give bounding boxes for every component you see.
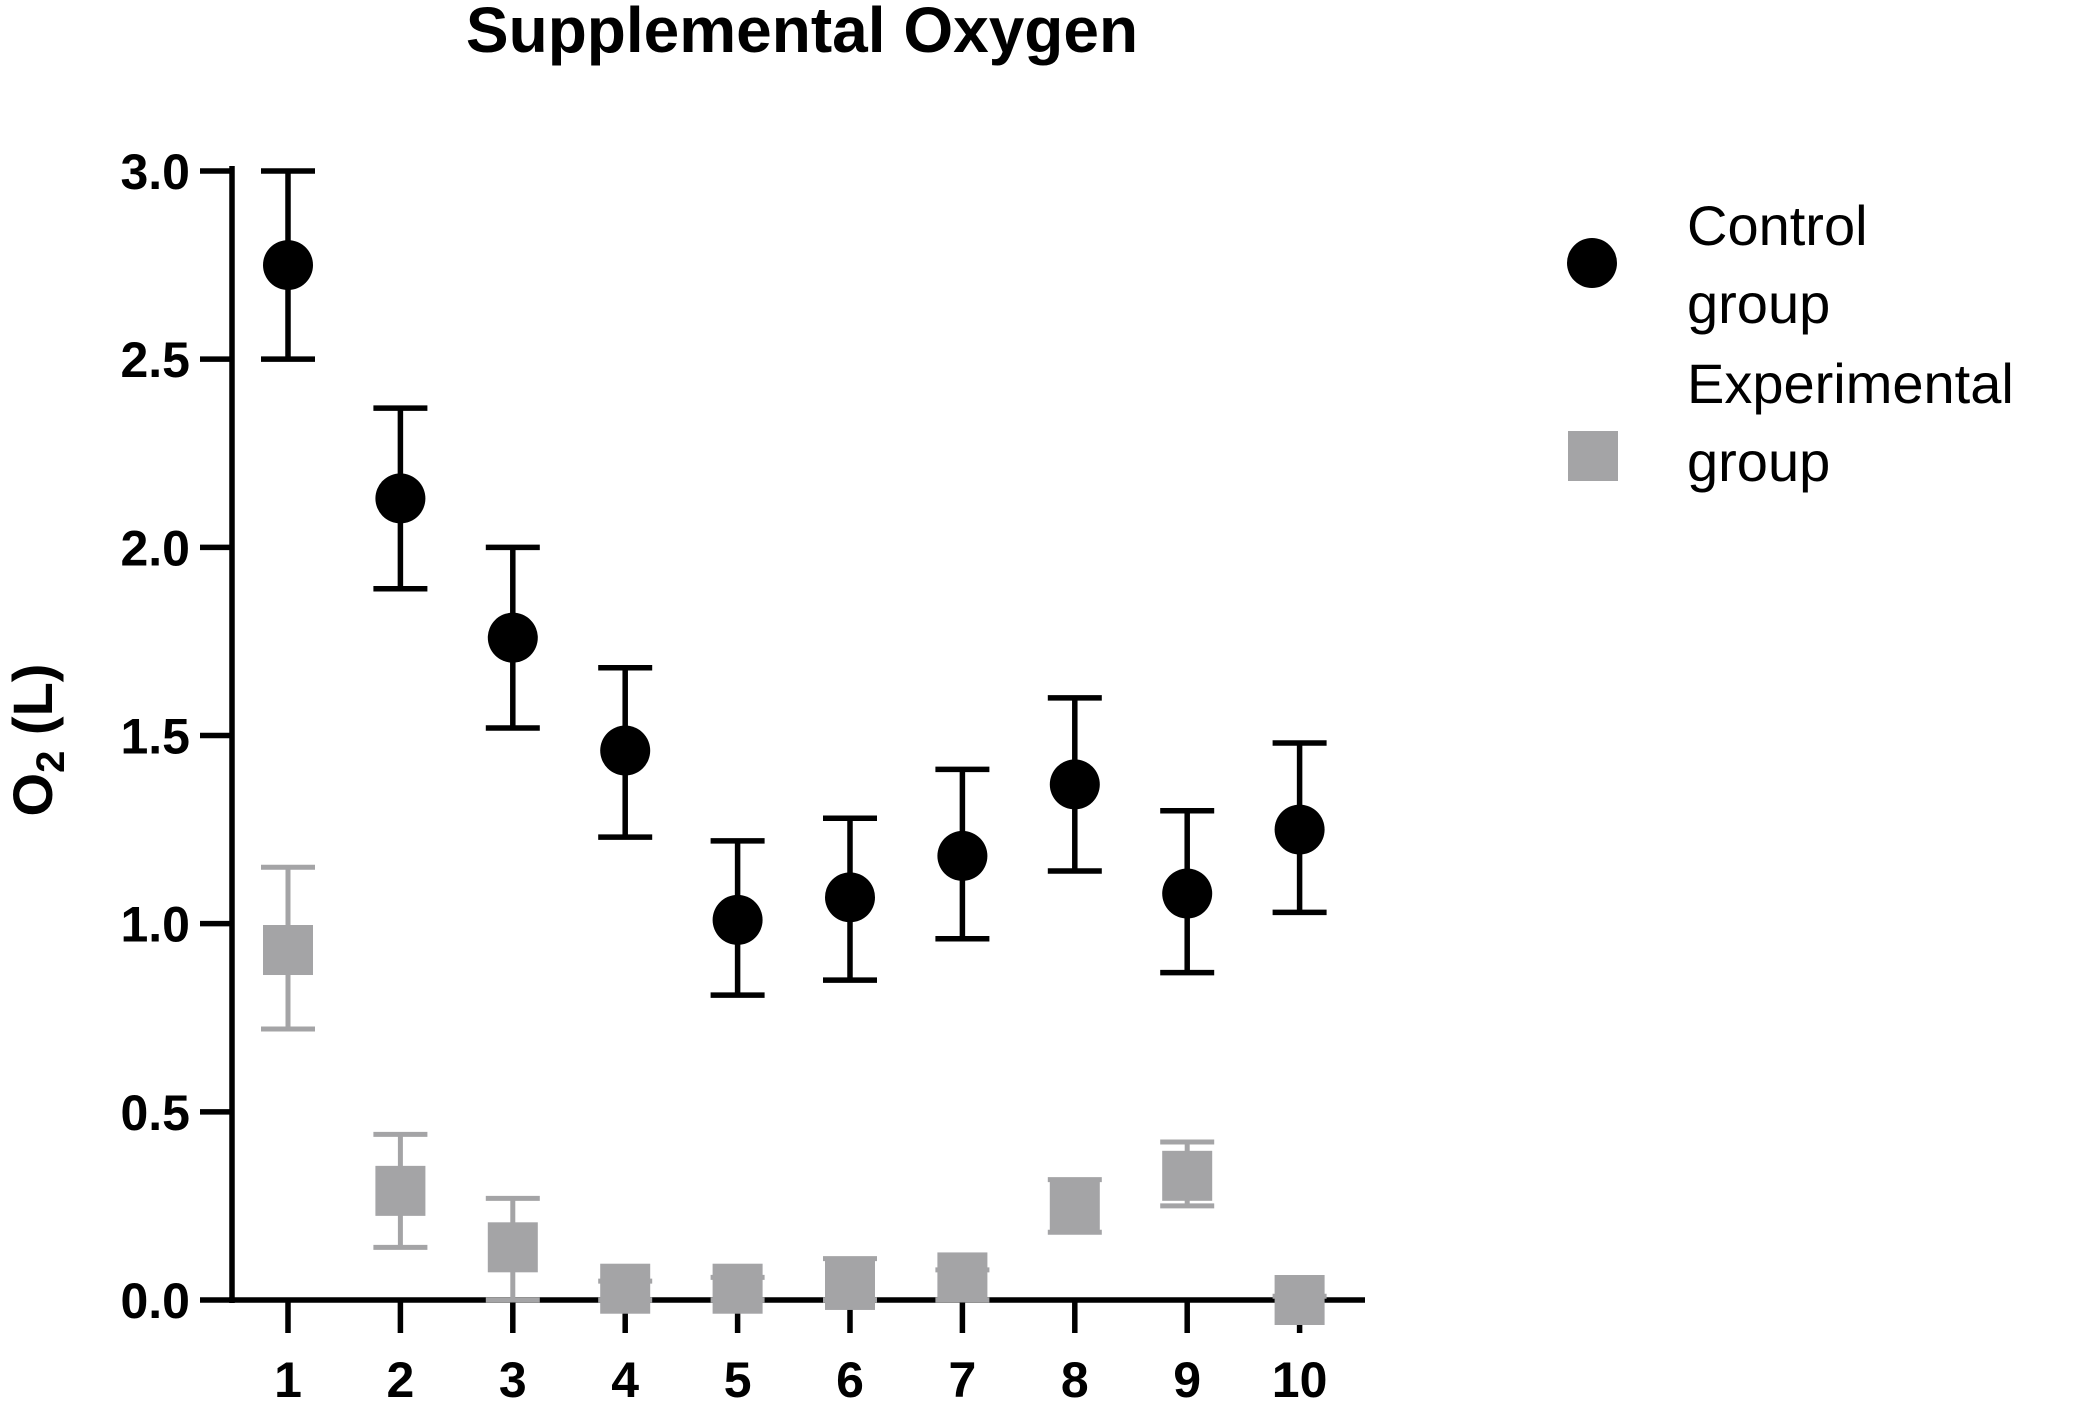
data-point xyxy=(375,1165,426,1216)
plot-area: 0.0 0.5 1.0 1.5 2.0 2.5 3.0 1 2 3 4 5 6 7 8 9 10 xyxy=(120,144,1365,1403)
data-point xyxy=(600,1263,651,1314)
series-control-group xyxy=(261,168,1327,998)
y-tick-label: 1.5 xyxy=(120,709,190,765)
data-point xyxy=(712,894,763,945)
y-tick-label: 0.5 xyxy=(120,1085,190,1141)
x-tick-label: 8 xyxy=(1061,1352,1089,1403)
data-point xyxy=(1049,1180,1100,1231)
data-point xyxy=(487,612,538,663)
x-tick-label: 9 xyxy=(1173,1352,1201,1403)
x-tick-label: 7 xyxy=(948,1352,976,1403)
legend-label-control-line2: group xyxy=(1687,272,1830,335)
data-point xyxy=(712,1263,763,1314)
y-axis-label-main: O xyxy=(1,773,64,817)
y-tick-label: 2.5 xyxy=(120,332,190,388)
data-point xyxy=(263,925,313,976)
legend-item-control-group: Control group xyxy=(1567,194,1868,335)
data-point xyxy=(1274,1275,1325,1325)
y-axis-label: O2 (L) xyxy=(1,664,73,817)
data-point xyxy=(1162,1150,1213,1201)
data-point xyxy=(825,872,875,923)
legend-label-control-line1: Control xyxy=(1687,194,1868,257)
y-axis-label-unit: (L) xyxy=(1,664,64,751)
x-tick-label: 3 xyxy=(499,1352,527,1403)
y-tick-label: 2.0 xyxy=(120,520,190,576)
legend: Control group Experimental group xyxy=(1567,194,2014,493)
data-point xyxy=(1274,804,1325,855)
legend-label-experimental-line2: group xyxy=(1687,430,1830,493)
y-tick-label: 3.0 xyxy=(120,144,190,200)
data-point xyxy=(937,830,988,881)
legend-item-experimental-group: Experimental group xyxy=(1568,352,2014,493)
series-experimental-group xyxy=(261,864,1327,1325)
legend-label-experimental-line1: Experimental xyxy=(1687,352,2014,415)
data-point xyxy=(487,1222,538,1273)
x-tick-label: 6 xyxy=(836,1352,864,1403)
x-tick-label: 1 xyxy=(274,1352,302,1403)
y-axis-label-subscript: 2 xyxy=(29,751,73,773)
y-ticks: 0.0 0.5 1.0 1.5 2.0 2.5 3.0 xyxy=(120,144,232,1329)
data-point xyxy=(1049,759,1100,810)
legend-marker-circle xyxy=(1567,238,1617,288)
chart-title: Supplemental Oxygen xyxy=(466,0,1138,66)
x-tick-label: 4 xyxy=(611,1352,639,1403)
data-point xyxy=(825,1259,875,1310)
x-ticks: 1 2 3 4 5 6 7 8 9 10 xyxy=(274,1300,1327,1403)
data-point xyxy=(375,473,426,524)
x-tick-label: 5 xyxy=(724,1352,752,1403)
legend-marker-square xyxy=(1568,431,1618,481)
data-point xyxy=(1162,868,1213,919)
x-tick-label: 2 xyxy=(386,1352,414,1403)
data-point xyxy=(937,1252,988,1303)
x-tick-label: 10 xyxy=(1272,1352,1328,1403)
data-point xyxy=(263,240,313,291)
data-point xyxy=(600,725,651,776)
y-tick-label: 1.0 xyxy=(120,897,190,953)
y-tick-label: 0.0 xyxy=(120,1273,190,1329)
